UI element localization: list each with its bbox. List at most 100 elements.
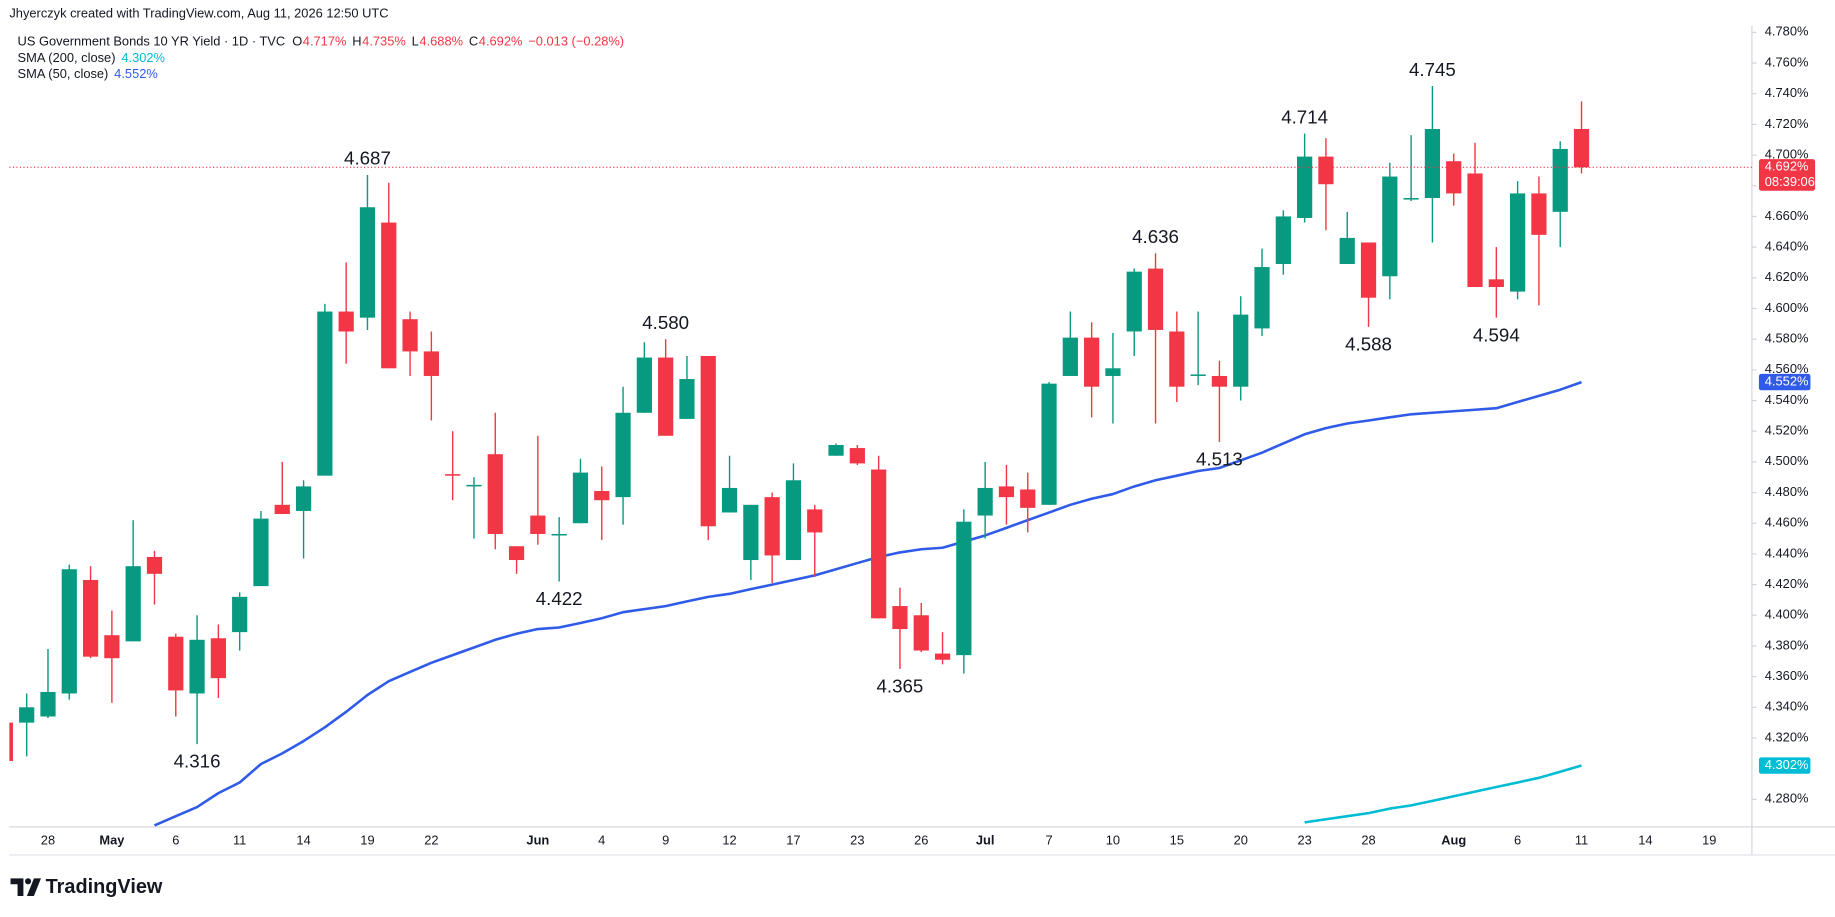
candle-body [9, 722, 13, 761]
candle-body [700, 356, 716, 527]
candle-body [1297, 156, 1313, 218]
x-tick-label: 19 [360, 832, 374, 847]
candle-body [125, 566, 141, 642]
candle-body [1105, 368, 1121, 376]
logo: TradingView [10, 876, 163, 898]
annotation: 4.316 [174, 751, 221, 772]
x-tick-label: Jun [526, 832, 549, 847]
y-tick-label: 4.420% [1765, 576, 1809, 591]
annotation: 4.745 [1409, 59, 1456, 80]
candle-body [658, 357, 674, 436]
candle-body [636, 357, 652, 413]
candle-body [1190, 374, 1206, 376]
x-tick-label: 6 [1514, 832, 1521, 847]
candle-body [1275, 216, 1291, 264]
x-tick-label: 9 [662, 832, 669, 847]
y-tick-label: 4.640% [1765, 239, 1809, 254]
series-legend-name: SMA (200, close) [18, 50, 116, 65]
ohlc-value: 4.688% [419, 34, 463, 49]
candle-body [892, 606, 908, 630]
y-tick-label: 4.400% [1765, 607, 1809, 622]
change: −0.013 (−0.28%) [528, 34, 624, 49]
ohlc-key: C [469, 34, 478, 49]
ohlc-key: O [292, 34, 302, 49]
candle-body [1446, 161, 1462, 194]
candle-body [274, 504, 290, 515]
candle-body [934, 653, 951, 660]
candle-body [1126, 271, 1142, 332]
sma-badge-label: 4.302% [1765, 757, 1809, 772]
logo-icon-slash [26, 878, 41, 896]
credit: Jhyerczyk created with TradingView.com, … [9, 5, 388, 20]
candle-body [1573, 129, 1590, 168]
y-tick-label: 4.520% [1765, 423, 1809, 438]
sma-line [1304, 764, 1582, 824]
candle-body [849, 448, 865, 464]
annotation: 4.594 [1473, 324, 1520, 345]
logo-text: TradingView [46, 876, 163, 898]
candle-body [402, 319, 418, 352]
x-tick-label: 4 [598, 832, 605, 847]
y-tick-label: 4.600% [1765, 300, 1809, 315]
candle-body [40, 691, 56, 717]
candle-body [785, 480, 802, 561]
x-tick-label: 17 [786, 832, 800, 847]
x-tick-label: 28 [41, 832, 55, 847]
candle-body [1147, 268, 1164, 330]
candle-body [828, 444, 844, 456]
series-legend-value: 4.302% [121, 50, 165, 65]
x-tick-label: 7 [1045, 832, 1052, 847]
candle-body [807, 509, 823, 533]
candle-body [1403, 198, 1419, 200]
candle-body [1084, 337, 1100, 387]
y-tick-label: 4.780% [1765, 24, 1809, 39]
annotation: 4.588 [1345, 334, 1392, 355]
y-tick-label: 4.360% [1765, 668, 1809, 683]
y-tick-label: 4.720% [1765, 116, 1809, 131]
candle-body [338, 311, 354, 332]
candle-body [1488, 279, 1504, 287]
x-tick-label: Jul [976, 832, 995, 847]
candle-body [1211, 375, 1228, 387]
candle-body [104, 635, 120, 659]
candle-body [530, 515, 546, 534]
x-tick-label: 28 [1361, 832, 1375, 847]
candle-body [721, 487, 738, 513]
candle-body [998, 486, 1015, 498]
candle-body [1382, 176, 1398, 277]
x-tick-label: May [99, 832, 125, 847]
candle-body [210, 638, 226, 679]
candle-body [1467, 173, 1483, 287]
candle-body [679, 379, 695, 419]
candle-body [1254, 267, 1270, 329]
candle-body [189, 639, 205, 694]
x-tick-label: 6 [172, 832, 179, 847]
candle-body [764, 497, 780, 556]
y-tick-label: 4.440% [1765, 545, 1809, 560]
x-tick-label: 14 [296, 832, 310, 847]
x-tick-label: Aug [1441, 832, 1466, 847]
candle-body [253, 518, 269, 587]
candle-body [1041, 383, 1057, 505]
candle-body [615, 412, 631, 498]
x-tick-label: 26 [914, 832, 928, 847]
y-tick-label: 4.740% [1765, 85, 1809, 100]
annotation: 4.513 [1196, 449, 1243, 470]
candle-body [1510, 193, 1526, 292]
x-tick-label: 11 [233, 832, 246, 847]
y-tick-label: 4.660% [1765, 208, 1809, 223]
candle-body [1552, 148, 1568, 212]
candle-body [317, 311, 333, 476]
candle-body [1318, 156, 1334, 185]
candle-body [977, 487, 993, 516]
candle-body [956, 521, 972, 656]
candle-body [423, 351, 439, 376]
candle-body [381, 222, 397, 369]
candle-body [572, 472, 589, 524]
y-tick-label: 4.760% [1765, 54, 1809, 69]
y-tick-label: 4.500% [1765, 453, 1809, 468]
y-tick-label: 4.620% [1765, 269, 1809, 284]
series-legend-name: SMA (50, close) [18, 66, 109, 81]
